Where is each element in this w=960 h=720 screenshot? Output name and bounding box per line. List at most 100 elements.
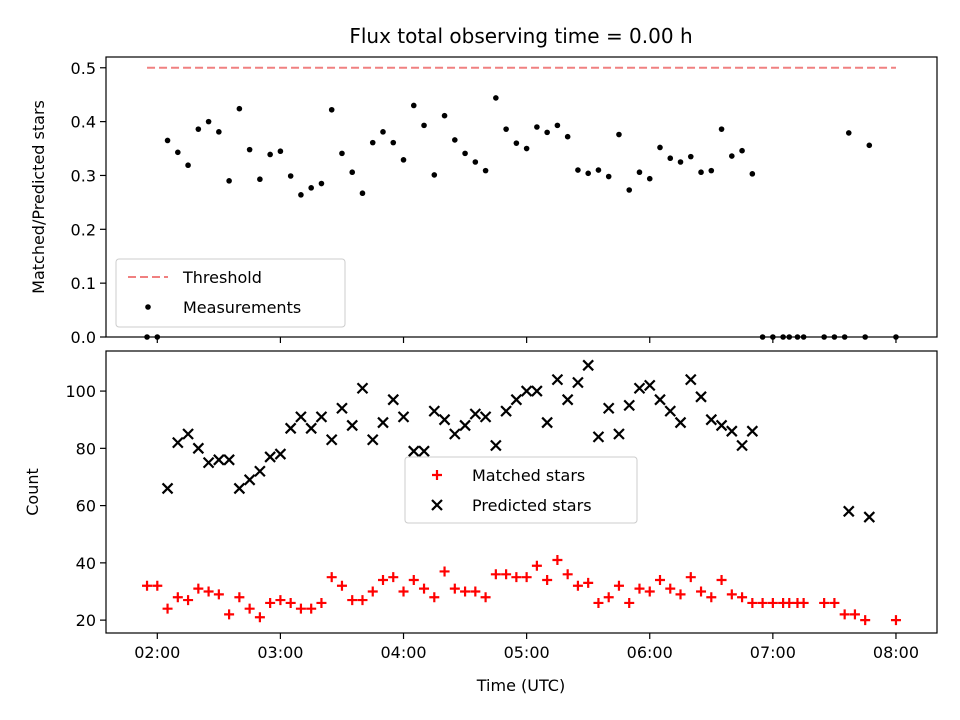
measurements-point <box>841 334 848 340</box>
measurements-point <box>410 102 417 109</box>
matched-stars-point <box>849 609 860 620</box>
measurements-point <box>349 169 356 176</box>
matched-stars-point <box>439 566 450 577</box>
predicted-stars-point <box>274 448 287 460</box>
matched-stars-point <box>306 603 317 614</box>
measurements-point <box>585 170 591 177</box>
predicted-stars-point <box>842 505 855 518</box>
predicted-stars-point <box>387 393 400 406</box>
matched-stars-point <box>213 589 224 600</box>
chart-title: Flux total observing time = 0.00 h <box>349 24 692 48</box>
measurements-point <box>144 334 150 340</box>
matched-stars-point <box>203 586 214 597</box>
matched-stars-point <box>562 569 573 580</box>
measurements-point <box>862 334 868 340</box>
predicted-stars-point <box>726 425 738 437</box>
matched-stars-point <box>583 577 594 588</box>
predicted-stars-point <box>510 393 523 406</box>
predicted-stars-point <box>213 454 225 466</box>
matched-stars-point <box>685 572 696 583</box>
predicted-stars-point <box>223 454 235 466</box>
predicted-stars-point <box>531 385 543 397</box>
predicted-stars-point <box>520 385 533 397</box>
measurements-point <box>380 129 386 135</box>
predicted-stars-point <box>459 419 471 432</box>
predicted-stars-point <box>182 428 194 440</box>
matched-stars-point <box>142 580 153 591</box>
matched-stars-point <box>172 592 183 603</box>
x-tick-label: 08:00 <box>873 643 919 662</box>
predicted-stars-point <box>623 399 635 412</box>
predicted-stars-point <box>541 416 553 429</box>
legend-predicted-stars: Predicted stars <box>431 496 592 515</box>
matched-stars-point <box>316 597 327 608</box>
predicted-stars-point <box>582 359 594 372</box>
matched-stars-point <box>336 580 347 591</box>
measurements-point <box>441 112 448 119</box>
predicted-stars-point <box>602 402 615 415</box>
measurements-point <box>318 180 325 187</box>
measurements-point <box>421 122 427 129</box>
measurements-point <box>462 150 468 157</box>
measurements-point <box>257 176 263 183</box>
predicted-stars-point <box>664 405 677 417</box>
measurements-point <box>175 149 181 156</box>
count-panel: 20 40 60 80 100 02:00 03:00 04:00 05:00 06:00 07:0… <box>23 350 938 662</box>
count-y-tick-label: 60 <box>76 497 96 516</box>
measurements-point <box>226 178 232 184</box>
ratio-y-tick-label: 0.3 <box>71 166 96 185</box>
predicted-stars-point <box>336 402 348 415</box>
predicted-stars-point <box>377 416 389 429</box>
predicted-stars-point <box>633 382 646 394</box>
predicted-stars-point <box>438 413 451 426</box>
measurements-point <box>759 334 766 340</box>
predicted-stars-point <box>428 405 441 417</box>
predicted-stars-point <box>500 405 512 417</box>
matched-stars-point <box>572 580 583 591</box>
measurements-point <box>164 137 171 144</box>
measurements-point <box>472 159 479 165</box>
count-legend-box <box>404 456 638 524</box>
measurements-point <box>308 185 314 191</box>
measurements-point <box>626 187 633 193</box>
matched-stars-point <box>429 592 440 603</box>
measurements-point <box>195 126 202 132</box>
measurements-point <box>786 334 793 340</box>
count-y-tick-label: 40 <box>76 554 96 573</box>
measurements-point <box>646 175 653 182</box>
measurements-point <box>339 150 345 157</box>
measurements-point <box>800 334 807 340</box>
matched-stars-point <box>603 592 614 603</box>
measurements-point <box>780 334 786 340</box>
matched-stars-point <box>511 572 522 583</box>
predicted-stars-point <box>490 439 502 452</box>
count-y-axis-title: Count <box>23 468 42 516</box>
matched-stars-point <box>726 589 737 600</box>
measurements-point <box>831 334 838 340</box>
matched-stars-point <box>890 615 901 626</box>
x-tick-label: 07:00 <box>750 643 796 662</box>
predicted-stars-point <box>202 456 215 469</box>
predicted-stars-point <box>356 382 369 394</box>
measurements-point <box>866 142 873 149</box>
measurements-point <box>749 171 756 177</box>
matched-stars-point <box>388 572 399 583</box>
predicted-stars-point <box>674 416 687 429</box>
matched-stars-point <box>542 575 553 586</box>
matched-stars-point <box>757 597 768 608</box>
matched-stars-point <box>367 586 378 597</box>
predicted-stars-point <box>233 482 246 495</box>
ratio-y-tick-label: 0.0 <box>71 328 96 347</box>
matched-stars-point <box>747 597 758 608</box>
matched-stars-point <box>152 580 163 591</box>
measurements-point <box>493 95 499 101</box>
x-tick-label: 05:00 <box>504 643 550 662</box>
count-y-tick-label: 80 <box>76 439 96 458</box>
ratio-y-tick-label: 0.5 <box>71 59 96 78</box>
measurements-point <box>246 146 253 153</box>
matched-stars-point <box>767 597 778 608</box>
measurements-point <box>677 159 684 165</box>
matched-stars-point <box>655 575 665 586</box>
measurements-point <box>794 334 801 340</box>
